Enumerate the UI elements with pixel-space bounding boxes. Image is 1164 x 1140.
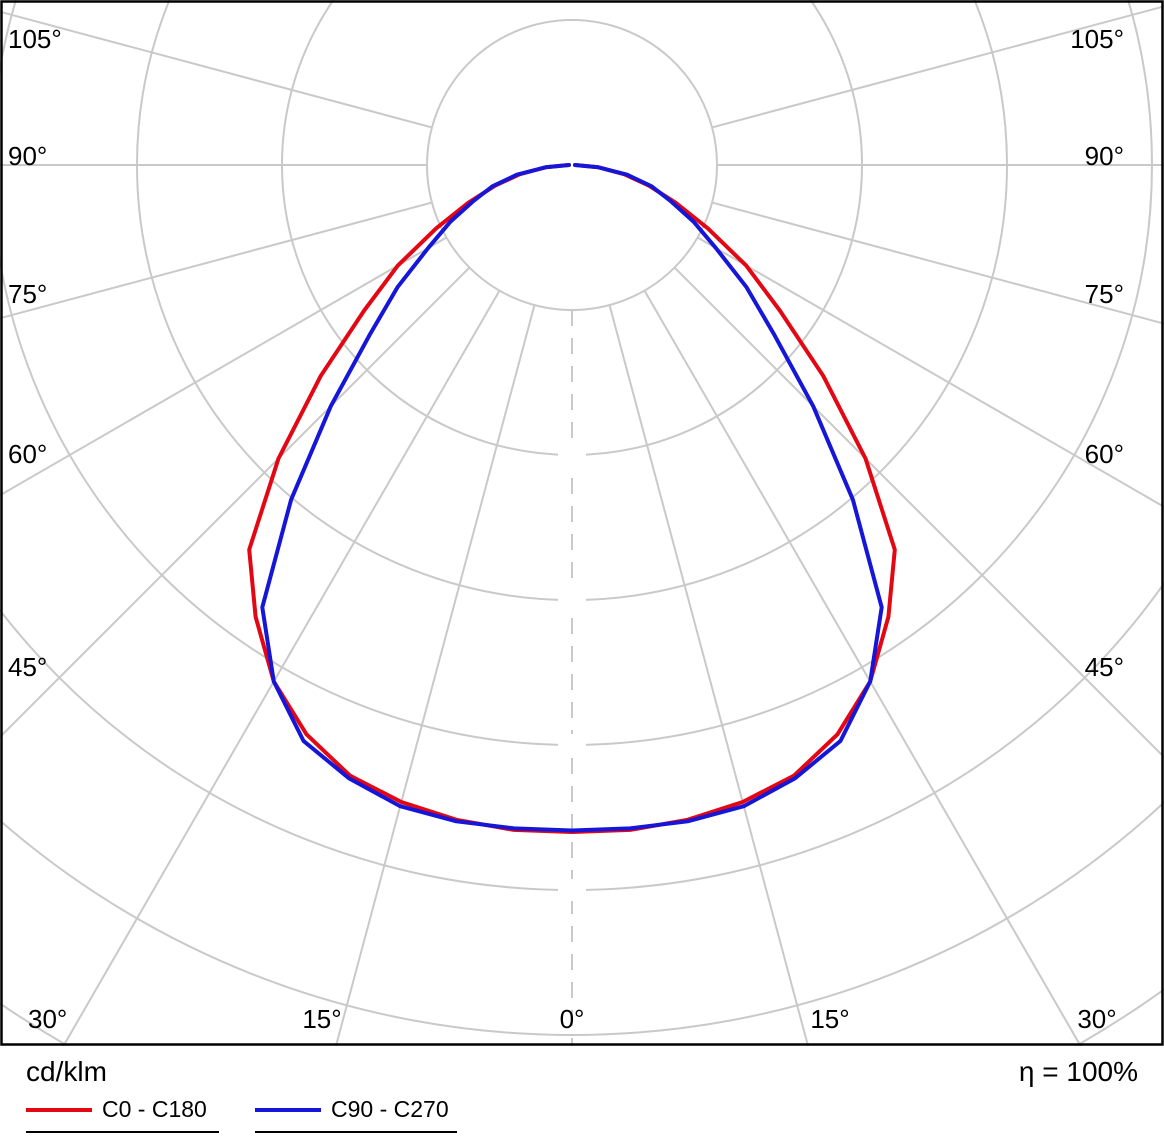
grid-radial-line (0, 201, 433, 320)
legend-label-c90-c270: C90 - C270 (331, 1096, 449, 1122)
efficiency-label: η = 100% (1018, 1056, 1138, 1087)
grid-radial-line (673, 266, 1164, 759)
unit-label: cd/klm (26, 1056, 107, 1087)
curve-c90-c270 (260, 163, 884, 833)
ring-label-gap (558, 589, 586, 611)
polar-grid (0, 0, 1164, 1046)
grid-radial-line (711, 5, 1164, 129)
angle-tick-label: 105° (8, 24, 62, 54)
grid-radial-line (0, 10, 433, 129)
grid-radial-line (0, 236, 447, 497)
angle-tick-label: 15° (302, 1004, 341, 1034)
grid-radial-line (697, 236, 1164, 508)
grid-radial-line (711, 201, 1164, 325)
angle-tick-label: 30° (1077, 1004, 1116, 1034)
grid-radial-line (334, 304, 536, 1046)
legend: C0 - C180 C90 - C270 (26, 1094, 1138, 1133)
grid-radial-line (0, 266, 471, 739)
ring-label-gap (558, 444, 586, 466)
legend-line-c90-c270-swatch (255, 1107, 321, 1112)
grid-ring (0, 800, 1164, 1036)
angle-tick-label: 90° (1085, 141, 1124, 171)
grid-ring (426, 19, 718, 311)
angle-tick-label: 75° (1085, 279, 1124, 309)
ring-label-gap (558, 879, 586, 901)
angle-tick-label: 45° (1085, 652, 1124, 682)
footer-top-row: cd/klm η = 100% (26, 1056, 1138, 1088)
ring-label-gap (558, 734, 586, 756)
legend-item-c90-c270: C90 - C270 (255, 1094, 457, 1133)
polar-chart: 105° 90° 75° 60° 45° 30° 15° 0° 15° 30° 105° 90° 75°… (0, 0, 1164, 1046)
grid-ring (0, 0, 1153, 746)
grid-ring (281, 0, 863, 456)
legend-line-c0-c180-swatch (26, 1107, 92, 1112)
angle-tick-label: 0° (560, 1004, 585, 1034)
angle-tick-label: 45° (8, 652, 47, 682)
grid-radial-line (608, 304, 810, 1046)
grid-radial-line (643, 290, 1082, 1046)
grid-radial-line (62, 290, 501, 1046)
legend-label-c0-c180: C0 - C180 (102, 1096, 207, 1122)
angle-tick-label: 60° (8, 439, 47, 469)
angle-tick-label: 90° (8, 141, 47, 171)
angle-tick-label: 15° (810, 1004, 849, 1034)
legend-item-c0-c180: C0 - C180 (26, 1094, 219, 1133)
angle-tick-label: 75° (8, 279, 47, 309)
angle-tick-label: 30° (28, 1004, 67, 1034)
plot-border (0, 0, 1164, 1046)
angle-tick-label: 105° (1070, 24, 1124, 54)
footer: cd/klm η = 100% C0 - C180 C90 - C270 (0, 1046, 1164, 1140)
angle-tick-label: 60° (1085, 439, 1124, 469)
